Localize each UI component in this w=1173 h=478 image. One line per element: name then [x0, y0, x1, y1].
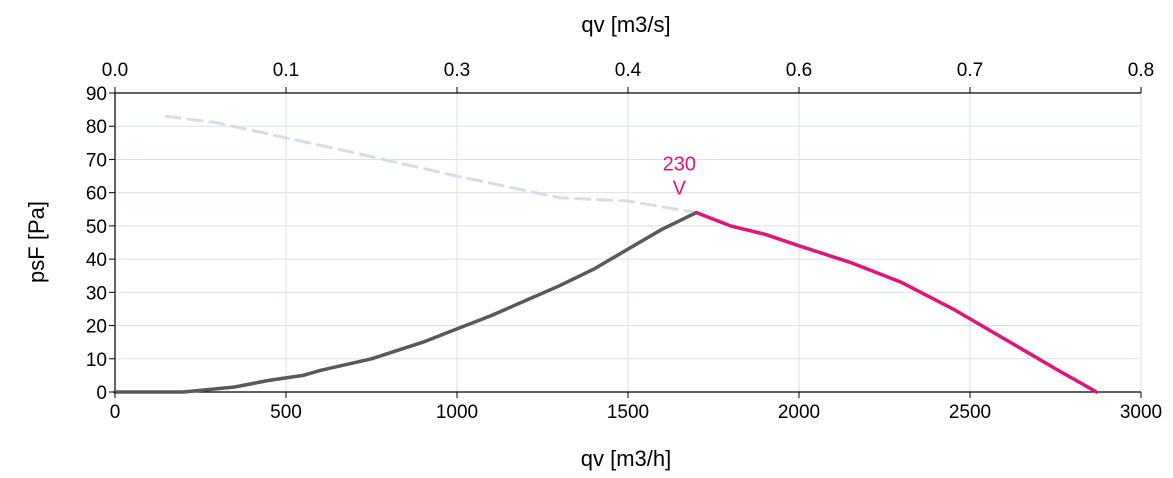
y-axis-ticks: 0 10 20 30 40 50 60 70 80 90 [86, 84, 115, 404]
top-axis-title: qv [m3/s] [581, 12, 670, 37]
y-tick-label: 0 [96, 383, 107, 404]
series-line-operating [694, 210, 1099, 394]
top-tick-label: 0.3 [444, 60, 470, 81]
y-axis-title: psF [Pa] [24, 201, 49, 283]
y-tick-label: 20 [86, 317, 107, 338]
series-layer [113, 114, 1099, 394]
y-tick-label: 80 [86, 117, 107, 138]
annotation-230v-line2: V [673, 178, 687, 200]
top-tick-label: 0.1 [273, 60, 299, 81]
annotation-230v-line1: 230 [663, 154, 696, 176]
y-tick-label: 90 [86, 84, 107, 105]
y-tick-label: 50 [86, 217, 107, 238]
top-tick-label: 0.0 [102, 60, 128, 81]
top-tick-label: 0.8 [1128, 60, 1154, 81]
top-tick-label: 0.4 [615, 60, 642, 81]
series-line-unstable [164, 114, 698, 215]
y-tick-label: 10 [86, 350, 107, 371]
y-tick-label: 30 [86, 283, 107, 304]
top-axis-ticks: 0.0 0.1 0.3 0.4 0.6 0.7 0.8 [102, 60, 1154, 93]
x-tick-label: 2000 [778, 402, 820, 423]
y-tick-label: 60 [86, 184, 107, 205]
x-tick-label: 2500 [949, 402, 991, 423]
x-axis-title: qv [m3/h] [581, 446, 671, 471]
x-axis-ticks: 0 500 1000 1500 2000 2500 3000 [110, 392, 1162, 423]
x-tick-label: 1000 [436, 402, 478, 423]
y-tick-label: 70 [86, 150, 107, 171]
x-tick-label: 500 [270, 402, 302, 423]
y-tick-label: 40 [86, 250, 107, 271]
x-tick-label: 1500 [607, 402, 649, 423]
series-line-system [113, 210, 699, 394]
top-tick-label: 0.7 [957, 60, 983, 81]
x-tick-label: 3000 [1120, 402, 1162, 423]
x-tick-label: 0 [110, 402, 121, 423]
top-tick-label: 0.6 [786, 60, 812, 81]
grid [114, 92, 1142, 393]
